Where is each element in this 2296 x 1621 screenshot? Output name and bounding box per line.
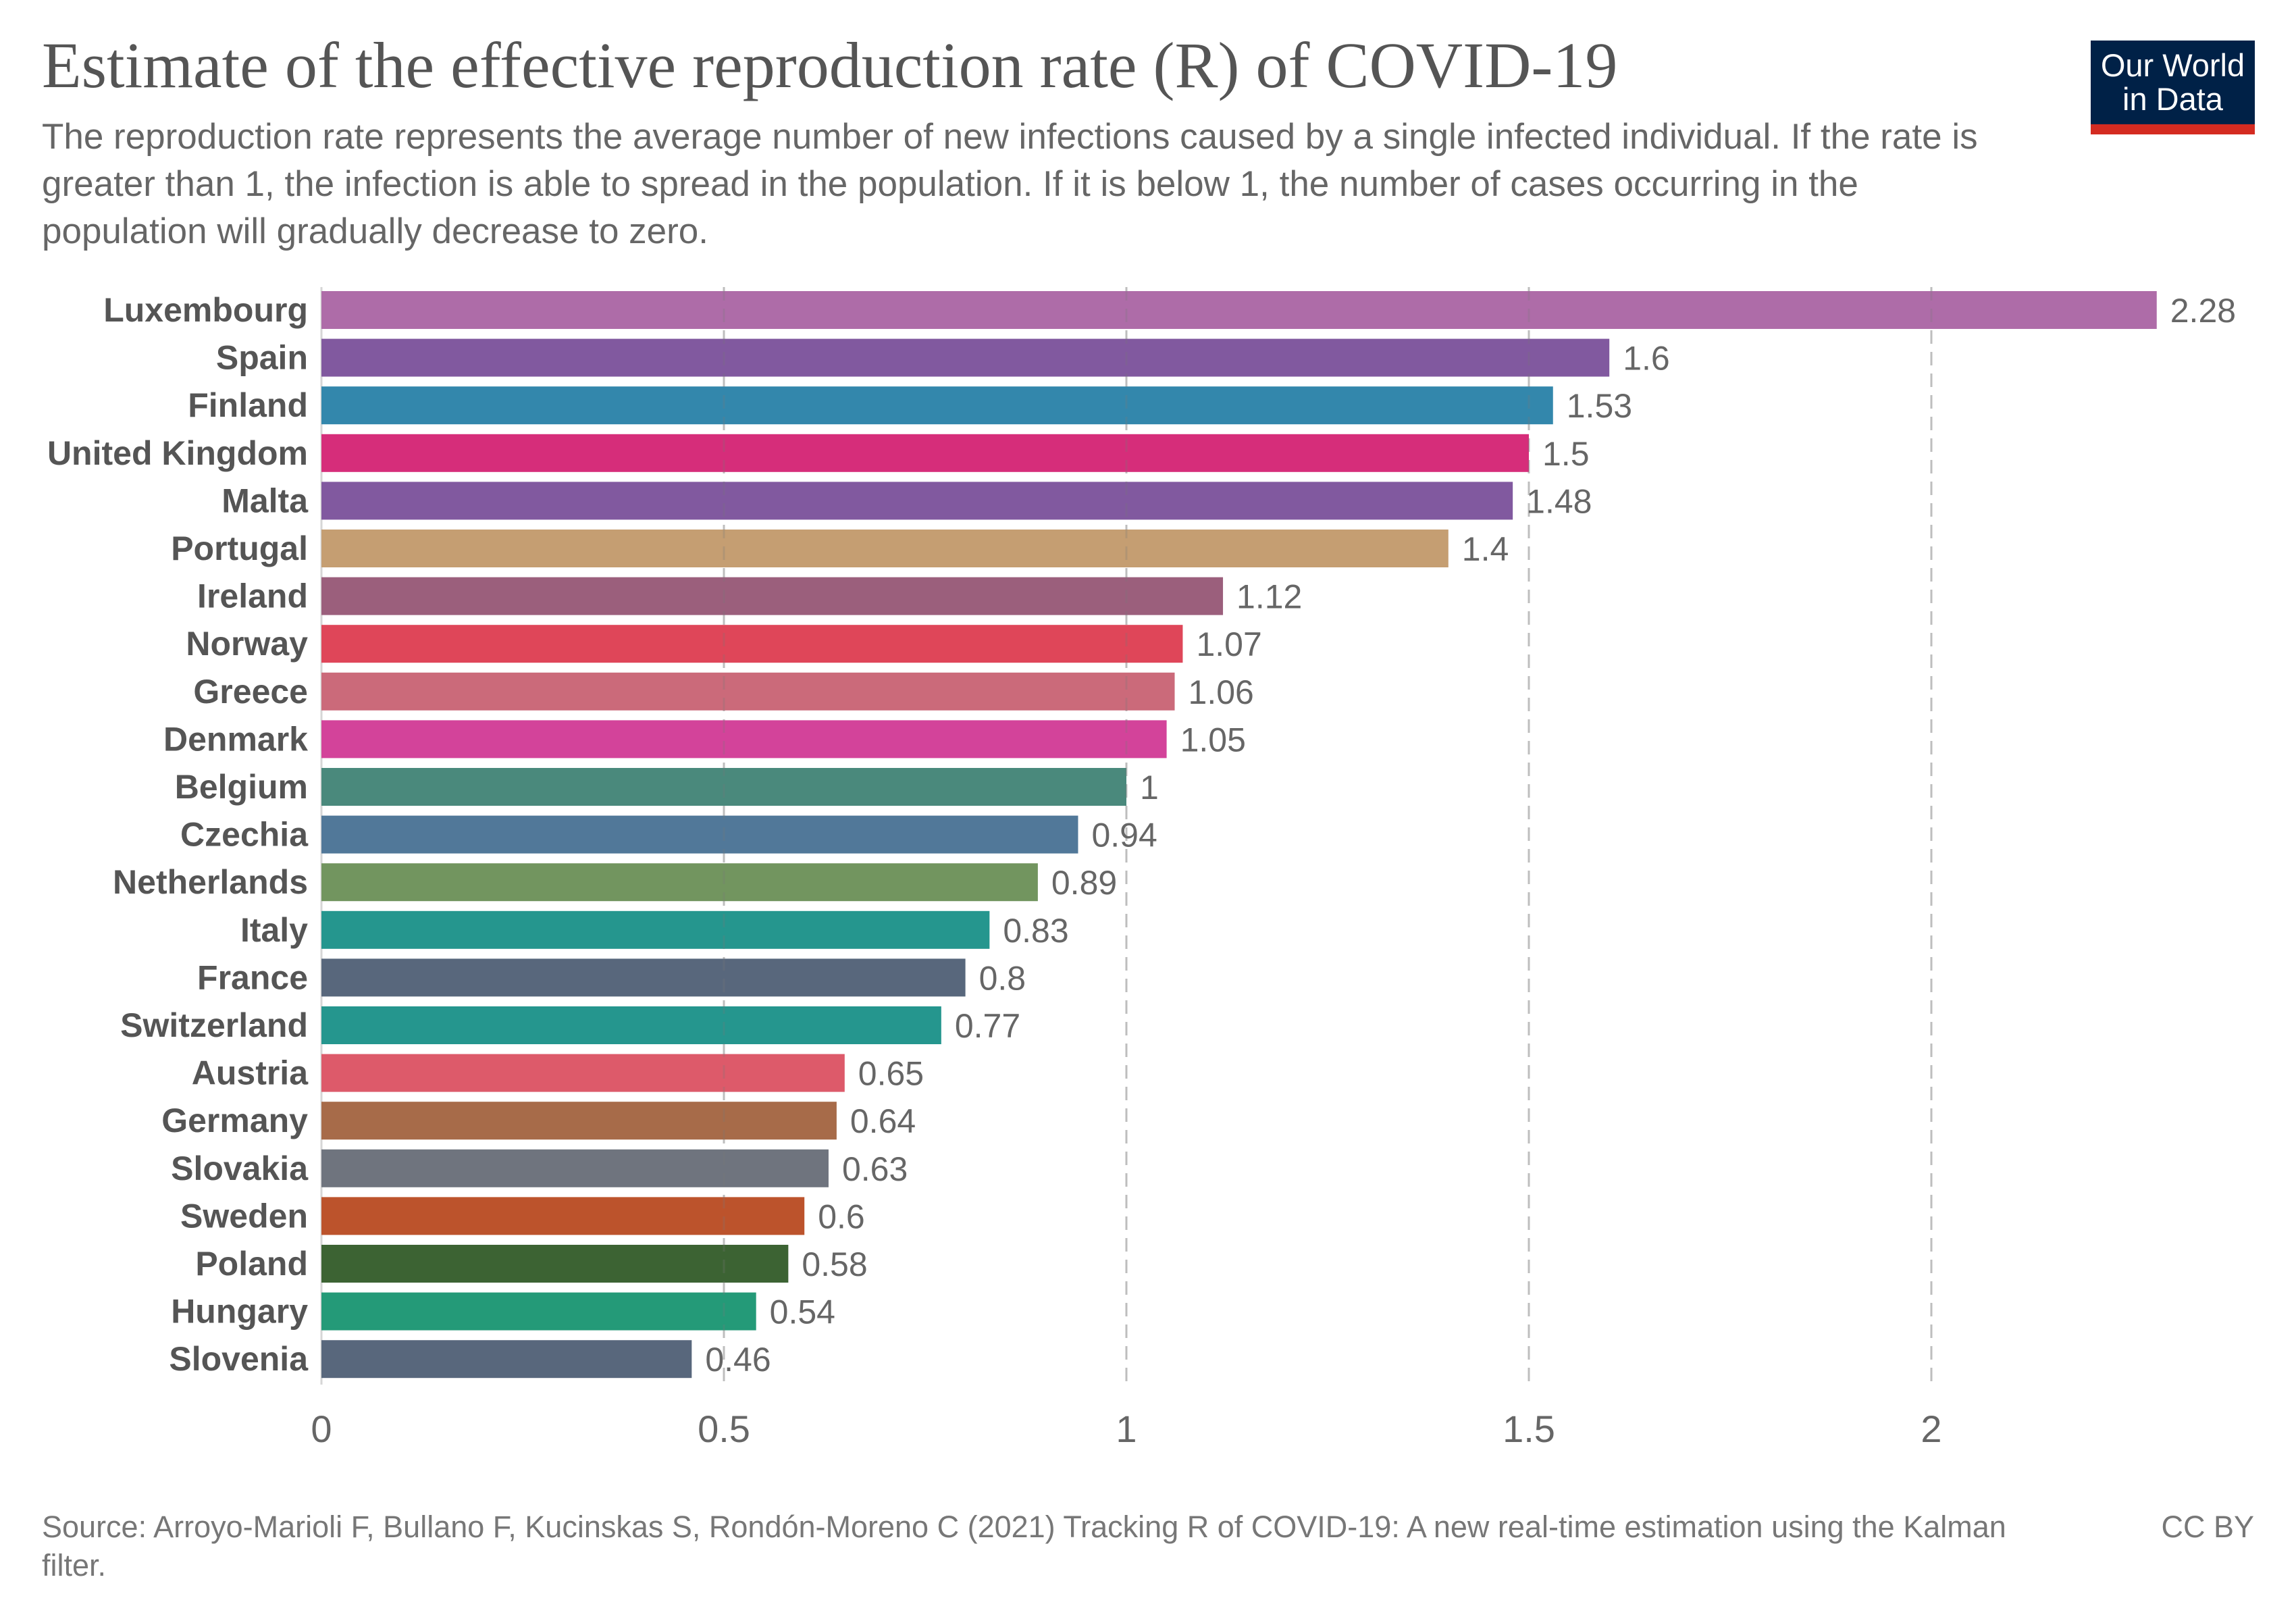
x-tick-label: 1.5 [1503, 1408, 1555, 1450]
license-link[interactable]: CC BY [2161, 1510, 2254, 1544]
bar [321, 1197, 805, 1235]
category-label: Poland [195, 1245, 308, 1283]
value-label: 1.48 [1526, 482, 1592, 520]
bar [321, 291, 2157, 329]
value-label: 0.64 [850, 1102, 916, 1140]
bar [321, 482, 1513, 520]
category-label: Germany [161, 1102, 308, 1139]
value-label: 1 [1140, 769, 1159, 806]
value-label: 0.54 [770, 1293, 835, 1331]
bar [321, 434, 1529, 472]
value-label: 0.89 [1051, 864, 1117, 902]
category-label: Malta [221, 482, 309, 519]
value-label: 1.06 [1189, 673, 1254, 711]
category-label: Slovakia [171, 1150, 309, 1187]
category-label: France [197, 958, 308, 996]
category-label: Hungary [171, 1293, 308, 1331]
bar [321, 1245, 789, 1283]
category-label: Slovenia [169, 1340, 309, 1378]
value-label: 0.65 [858, 1055, 924, 1093]
value-label: 0.63 [842, 1150, 908, 1188]
bar [321, 338, 1610, 377]
category-label: Italy [240, 911, 308, 949]
value-label: 0.83 [1003, 912, 1068, 950]
x-axis-ticks: 0 0.5 1 1.5 2 [311, 1408, 1941, 1450]
bar [321, 863, 1038, 902]
x-tick-label: 2 [1921, 1408, 1941, 1450]
category-label: Luxembourg [103, 291, 308, 329]
category-label: Denmark [163, 720, 308, 758]
logo-accent-bar [2091, 124, 2255, 134]
bar [321, 672, 1175, 711]
bar [321, 958, 966, 997]
bar [321, 577, 1224, 615]
bar [321, 1102, 837, 1140]
bar [321, 1054, 845, 1092]
bar [321, 910, 990, 949]
gridlines-overlay [723, 287, 1933, 1385]
category-label: Czechia [180, 816, 309, 854]
value-label: 1.4 [1462, 530, 1509, 568]
category-label: United Kingdom [47, 434, 308, 472]
bar [321, 1340, 692, 1379]
owid-logo[interactable]: Our World in Data [2091, 41, 2255, 134]
logo-text-line1: Our World [2100, 47, 2245, 83]
x-tick-label: 1 [1116, 1408, 1137, 1450]
bar [321, 1149, 829, 1187]
value-label: 1.12 [1236, 578, 1302, 616]
bar [321, 720, 1167, 758]
bar [321, 386, 1553, 425]
value-label: 1.5 [1542, 435, 1590, 473]
value-label: 1.6 [1623, 340, 1670, 378]
category-label: Greece [193, 673, 308, 711]
source-note: Source: Arroyo-Marioli F, Bullano F, Kuc… [42, 1510, 2006, 1583]
value-label: 0.8 [979, 959, 1026, 997]
bar [321, 1292, 756, 1331]
category-label: Belgium [175, 768, 308, 806]
bars [321, 291, 2157, 1379]
value-label: 0.58 [802, 1245, 867, 1283]
bar [321, 625, 1183, 663]
category-label: Ireland [197, 577, 308, 615]
category-label: Sweden [180, 1197, 308, 1235]
category-label: Portugal [171, 530, 308, 567]
category-label: Austria [192, 1054, 309, 1092]
bar [321, 768, 1126, 806]
x-tick-label: 0 [311, 1408, 332, 1450]
category-label: Netherlands [113, 863, 308, 901]
bar [321, 530, 1449, 567]
chart-title: Estimate of the effective reproduction r… [42, 29, 1618, 101]
value-label: 0.6 [818, 1198, 865, 1235]
value-label: 0.94 [1091, 817, 1157, 854]
value-label: 1.07 [1196, 625, 1261, 663]
category-label: Spain [216, 339, 308, 377]
category-label: Finland [188, 386, 308, 424]
x-tick-label: 0.5 [698, 1408, 750, 1450]
value-label: 0.77 [955, 1007, 1020, 1045]
chart-subtitle: The reproduction rate represents the ave… [42, 117, 1978, 251]
logo-text-line2: in Data [2122, 81, 2223, 117]
bar [321, 815, 1078, 854]
value-label: 1.53 [1567, 387, 1632, 425]
bar [321, 1006, 941, 1044]
category-label: Norway [186, 625, 308, 663]
value-label: 0.46 [705, 1341, 771, 1379]
value-labels: 2.28 1.6 1.53 1.5 1.48 1.4 1.12 1.07 1.06 1.05 1 0.… [705, 292, 2236, 1379]
category-label: Switzerland [120, 1006, 308, 1044]
value-label: 1.05 [1180, 721, 1246, 758]
value-label: 2.28 [2170, 292, 2236, 330]
category-labels: Luxembourg Spain Finland United Kingdom Malt… [47, 291, 309, 1378]
